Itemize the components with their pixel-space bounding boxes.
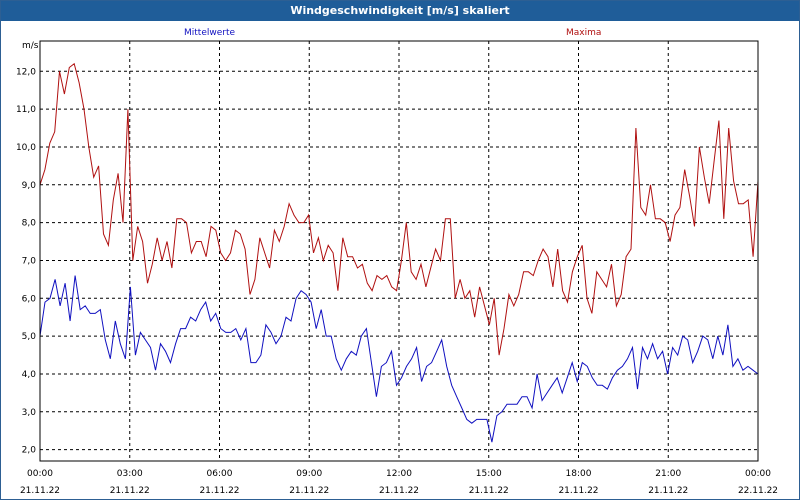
y-tick-label: 10,0 — [16, 143, 36, 153]
y-tick-label: 2,0 — [22, 446, 37, 456]
y-axis-unit: m/s — [22, 41, 39, 51]
x-tick-time: 00:00 — [745, 469, 771, 479]
tick-labels: 2,0 3,0 4,0 5,0 6,0 7,0 8,0 9,0 10,0 11,0 12,0 00:0… — [16, 67, 778, 496]
x-tick-date: 21.11.22 — [469, 486, 509, 496]
x-tick-time: 00:00 — [27, 469, 53, 479]
x-tick-date: 21.11.22 — [558, 486, 598, 496]
x-tick-time: 06:00 — [207, 469, 233, 479]
series-lines — [39, 62, 759, 443]
x-tick-time: 18:00 — [566, 469, 592, 479]
x-tick-date: 21.11.22 — [379, 486, 419, 496]
legend-mean-label: Mittelwerte — [184, 28, 235, 38]
y-tick-label: 11,0 — [16, 105, 36, 115]
series-line-maxima — [39, 62, 759, 356]
x-tick-date: 21.11.22 — [648, 486, 688, 496]
x-tick-time: 15:00 — [476, 469, 502, 479]
y-tick-label: 12,0 — [16, 67, 36, 77]
y-tick-label: 4,0 — [22, 370, 37, 380]
y-tick-label: 8,0 — [22, 219, 37, 229]
y-tick-label: 6,0 — [22, 294, 37, 304]
legend-max-label: Maxima — [566, 28, 601, 38]
x-tick-time: 21:00 — [655, 469, 681, 479]
y-tick-label: 5,0 — [22, 332, 37, 342]
x-tick-date: 21.11.22 — [289, 486, 329, 496]
x-tick-date: 21.11.22 — [110, 486, 150, 496]
x-tick-date: 21.11.22 — [20, 486, 60, 496]
x-tick-date: 22.11.22 — [738, 486, 778, 496]
y-tick-label: 7,0 — [22, 256, 37, 266]
x-tick-date: 21.11.22 — [199, 486, 239, 496]
series-line-mittelwerte — [39, 275, 759, 443]
grid-lines — [40, 41, 758, 461]
x-tick-time: 03:00 — [117, 469, 143, 479]
y-tick-label: 3,0 — [22, 408, 37, 418]
x-tick-time: 09:00 — [296, 469, 322, 479]
y-tick-label: 9,0 — [22, 181, 37, 191]
plot-frame — [39, 40, 759, 462]
x-tick-time: 12:00 — [386, 469, 412, 479]
window-title: Windgeschwindigkeit [m/s] skaliert — [1, 1, 799, 21]
